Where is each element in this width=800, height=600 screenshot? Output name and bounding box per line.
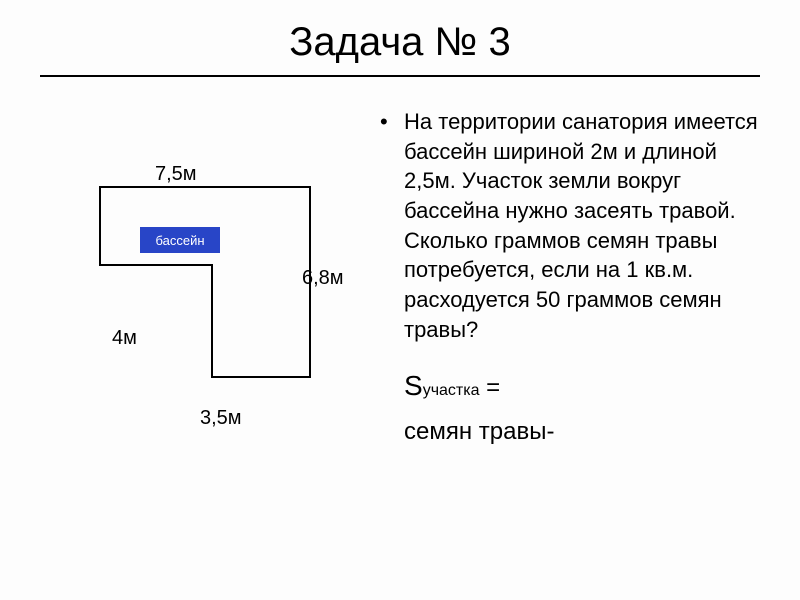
- formula-S: S: [404, 370, 423, 401]
- slide-title: Задача № 3: [40, 20, 760, 65]
- formula-equals: =: [480, 374, 501, 401]
- plot-diagram: бассейн 7,5м 6,8м 4м 3,5м: [80, 167, 340, 447]
- seeds-answer-line: семян травы-: [380, 416, 760, 448]
- dimension-right: 6,8м: [302, 267, 344, 290]
- text-column: На территории санатория имеется бассейн …: [380, 107, 760, 449]
- area-formula: Sучастка =: [380, 367, 760, 405]
- problem-text: На территории санатория имеется бассейн …: [380, 107, 760, 345]
- dimension-left: 4м: [112, 327, 137, 350]
- diagram-column: бассейн 7,5м 6,8м 4м 3,5м: [40, 107, 360, 449]
- slide: Задача № 3 бассейн 7,5м 6,8м 4м 3,5м На …: [0, 0, 800, 600]
- pool-label: бассейн: [155, 233, 204, 248]
- formula-subscript: участка: [423, 382, 480, 399]
- dimension-bottom: 3,5м: [200, 407, 242, 430]
- pool-rect: бассейн: [140, 227, 220, 253]
- content-row: бассейн 7,5м 6,8м 4м 3,5м На территории …: [40, 107, 760, 449]
- title-rule: [40, 75, 760, 77]
- dimension-top: 7,5м: [155, 163, 197, 186]
- plot-outline: [80, 167, 340, 427]
